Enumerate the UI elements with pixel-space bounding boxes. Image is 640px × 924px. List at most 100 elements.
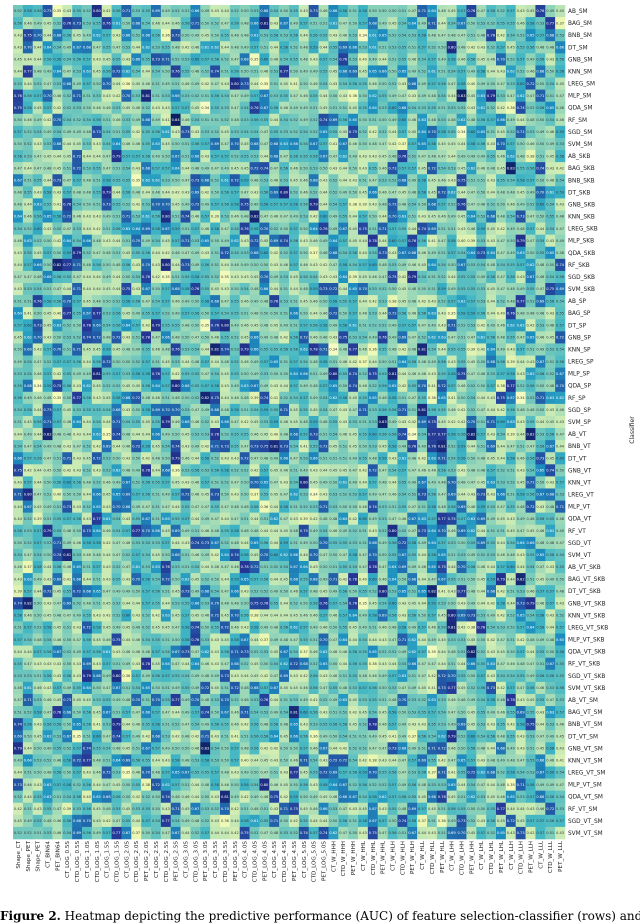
cell-value-label: 0.51 [181, 227, 189, 231]
heatmap-cell [397, 137, 408, 151]
cell-value-label: 0.57 [201, 384, 209, 388]
cell-value-label: 0.48 [546, 324, 555, 328]
cell-value-label: 0.43 [546, 408, 554, 412]
cell-value-label: 0.53 [359, 46, 367, 50]
cell-value-label: 0.43 [172, 130, 180, 134]
cell-value-label: 0.67 [536, 360, 544, 364]
cell-value-label: 0.56 [487, 336, 496, 340]
heatmap-cell [131, 77, 142, 90]
cell-value-label: 0.81 [418, 408, 426, 412]
cell-value-label: 0.57 [517, 348, 525, 352]
cell-value-label: 0.42 [526, 324, 534, 328]
cell-value-label: 0.51 [408, 46, 416, 50]
cell-value-label: 0.43 [310, 58, 318, 62]
heatmap-cell [42, 125, 53, 139]
cell-value-label: 0.48 [260, 299, 269, 303]
heatmap-cell [525, 41, 536, 54]
cell-value-label: 0.58 [201, 299, 210, 303]
cell-value-label: 0.50 [517, 142, 526, 146]
heatmap-cell [387, 5, 398, 18]
cell-value-label: 0.49 [63, 541, 72, 545]
heatmap-cell [52, 29, 63, 42]
heatmap-cell [259, 65, 270, 78]
cell-value-label: 0.48 [428, 94, 437, 98]
cell-value-label: 0.56 [181, 21, 190, 25]
cell-value-label: 0.58 [556, 70, 565, 74]
cell-value-label: 0.43 [241, 275, 249, 279]
cell-value-label: 0.53 [477, 21, 485, 25]
cell-value-label: 0.44 [83, 275, 92, 279]
heatmap-cell [407, 137, 418, 151]
cell-value-label: 0.44 [379, 239, 388, 243]
heatmap-cell [42, 137, 53, 151]
cell-value-label: 0.57 [83, 82, 91, 86]
heatmap-cell [131, 89, 142, 102]
cell-value-label: 0.42 [418, 456, 426, 460]
heatmap-cell [318, 162, 329, 175]
cell-value-label: 0.65 [201, 239, 209, 243]
cell-value-label: 0.63 [467, 517, 475, 521]
cell-value-label: 0.57 [319, 142, 327, 146]
cell-value-label: 0.50 [448, 263, 457, 267]
cell-value-label: 0.36 [507, 106, 516, 110]
heatmap-cell [525, 5, 536, 18]
cell-value-label: 0.57 [448, 384, 456, 388]
cell-value-label: 0.35 [53, 9, 61, 13]
cell-value-label: 0.52 [310, 130, 318, 134]
cell-value-label: 0.66 [556, 46, 565, 50]
cell-value-label: 0.52 [438, 275, 446, 279]
cell-value-label: 0.52 [103, 384, 111, 388]
cell-value-label: 0.68 [487, 360, 496, 364]
heatmap-cell [456, 29, 467, 42]
cell-value-label: 0.55 [329, 541, 337, 545]
heatmap-cell [387, 113, 398, 127]
cell-value-label: 0.66 [142, 33, 151, 37]
heatmap-cell [82, 101, 93, 115]
heatmap-cell [446, 113, 457, 127]
heatmap-cell [289, 89, 300, 102]
cell-value-label: 0.51 [162, 396, 170, 400]
cell-value-label: 0.83 [379, 420, 387, 424]
cell-value-label: 0.57 [172, 239, 180, 243]
cell-value-label: 0.49 [43, 444, 52, 448]
heatmap-cell [358, 41, 369, 54]
cell-value-label: 0.64 [339, 275, 348, 279]
cell-value-label: 0.46 [152, 348, 161, 352]
heatmap-cell [42, 162, 53, 175]
cell-value-label: 0.48 [191, 360, 200, 364]
cell-value-label: 0.54 [142, 21, 151, 25]
cell-value-label: 0.47 [201, 505, 209, 509]
cell-value-label: 0.50 [112, 456, 121, 460]
cell-value-label: 0.44 [477, 529, 486, 533]
cell-value-label: 0.37 [359, 360, 367, 364]
heatmap-cell [348, 53, 359, 66]
cell-value-label: 0.53 [329, 505, 337, 509]
cell-value-label: 0.47 [349, 408, 357, 412]
cell-value-label: 0.45 [43, 311, 51, 315]
cell-value-label: 0.43 [487, 432, 495, 436]
cell-value-label: 0.54 [507, 215, 516, 219]
cell-value-label: 0.56 [142, 481, 151, 485]
heatmap-cell [269, 29, 280, 42]
cell-value-label: 0.45 [122, 106, 130, 110]
cell-value-label: 0.77 [438, 432, 446, 436]
heatmap-cell [348, 125, 359, 139]
heatmap-cell [427, 77, 438, 90]
cell-value-label: 0.60 [369, 432, 378, 436]
cell-value-label: 0.66 [172, 94, 181, 98]
cell-value-label: 0.43 [14, 33, 22, 37]
heatmap-cell [229, 17, 241, 30]
heatmap-cell [427, 113, 438, 127]
cell-value-label: 0.46 [349, 142, 358, 146]
cell-value-label: 0.43 [73, 469, 81, 473]
heatmap-cell [190, 137, 201, 151]
heatmap-cell [180, 101, 191, 115]
cell-value-label: 0.46 [241, 324, 250, 328]
cell-value-label: 0.67 [319, 154, 327, 158]
cell-value-label: 0.62 [93, 432, 101, 436]
cell-value-label: 0.46 [438, 9, 447, 13]
cell-value-label: 0.48 [93, 299, 102, 303]
cell-value-label: 0.67 [73, 46, 81, 50]
cell-value-label: 0.49 [507, 227, 516, 231]
cell-value-label: 0.45 [526, 529, 534, 533]
